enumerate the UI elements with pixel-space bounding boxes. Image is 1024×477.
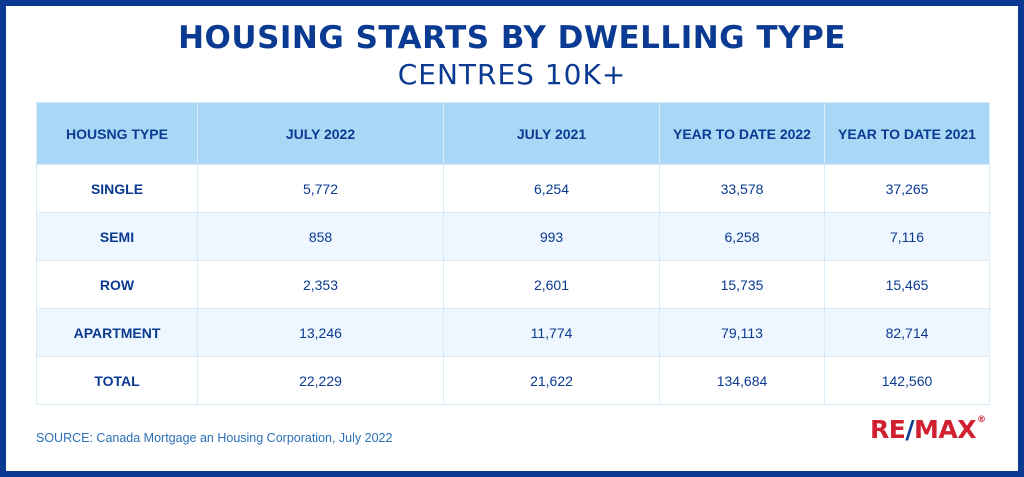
logo-text-re: RE bbox=[870, 415, 906, 444]
table-cell: 142,560 bbox=[824, 356, 990, 405]
row-label-row: ROW bbox=[36, 260, 198, 309]
table-row: SINGLE 5,772 6,254 33,578 37,265 bbox=[36, 164, 990, 213]
table-row: SEMI 858 993 6,258 7,116 bbox=[36, 212, 990, 261]
remax-logo: RE/MAX® bbox=[870, 415, 986, 444]
logo-text-max: MAX bbox=[913, 415, 977, 444]
table-cell: 134,684 bbox=[659, 356, 825, 405]
column-header-july-2022: JULY 2022 bbox=[197, 102, 444, 165]
table-cell: 79,113 bbox=[659, 308, 825, 357]
table-header-row: HOUSNG TYPE JULY 2022 JULY 2021 YEAR TO … bbox=[36, 102, 990, 165]
table-row: TOTAL 22,229 21,622 134,684 142,560 bbox=[36, 356, 990, 405]
chart-title: HOUSING STARTS BY DWELLING TYPE bbox=[178, 20, 846, 56]
source-note: SOURCE: Canada Mortgage an Housing Corpo… bbox=[36, 431, 393, 445]
table-cell: 21,622 bbox=[443, 356, 660, 405]
logo-slash: / bbox=[905, 415, 914, 444]
table-cell: 11,774 bbox=[443, 308, 660, 357]
row-label-semi: SEMI bbox=[36, 212, 198, 261]
column-header-housing-type: HOUSNG TYPE bbox=[36, 102, 198, 165]
table-cell: 7,116 bbox=[824, 212, 990, 261]
table-cell: 82,714 bbox=[824, 308, 990, 357]
table-cell: 2,353 bbox=[197, 260, 444, 309]
table-cell: 5,772 bbox=[197, 164, 444, 213]
table-cell: 2,601 bbox=[443, 260, 660, 309]
column-header-ytd-2022: YEAR TO DATE 2022 bbox=[659, 102, 825, 165]
column-header-ytd-2021: YEAR TO DATE 2021 bbox=[824, 102, 990, 165]
table-cell: 37,265 bbox=[824, 164, 990, 213]
row-label-total: TOTAL bbox=[36, 356, 198, 405]
registered-mark: ® bbox=[976, 415, 986, 425]
table-cell: 15,465 bbox=[824, 260, 990, 309]
housing-starts-table: HOUSNG TYPE JULY 2022 JULY 2021 YEAR TO … bbox=[36, 102, 990, 405]
row-label-apartment: APARTMENT bbox=[36, 308, 198, 357]
table-cell: 13,246 bbox=[197, 308, 444, 357]
table-row: ROW 2,353 2,601 15,735 15,465 bbox=[36, 260, 990, 309]
table-cell: 6,258 bbox=[659, 212, 825, 261]
table-cell: 993 bbox=[443, 212, 660, 261]
column-header-july-2021: JULY 2021 bbox=[443, 102, 660, 165]
chart-subtitle: CENTRES 10K+ bbox=[397, 58, 627, 91]
row-label-single: SINGLE bbox=[36, 164, 198, 213]
table-cell: 22,229 bbox=[197, 356, 444, 405]
table-cell: 858 bbox=[197, 212, 444, 261]
table-cell: 15,735 bbox=[659, 260, 825, 309]
table-cell: 6,254 bbox=[443, 164, 660, 213]
table-row: APARTMENT 13,246 11,774 79,113 82,714 bbox=[36, 308, 990, 357]
table-cell: 33,578 bbox=[659, 164, 825, 213]
